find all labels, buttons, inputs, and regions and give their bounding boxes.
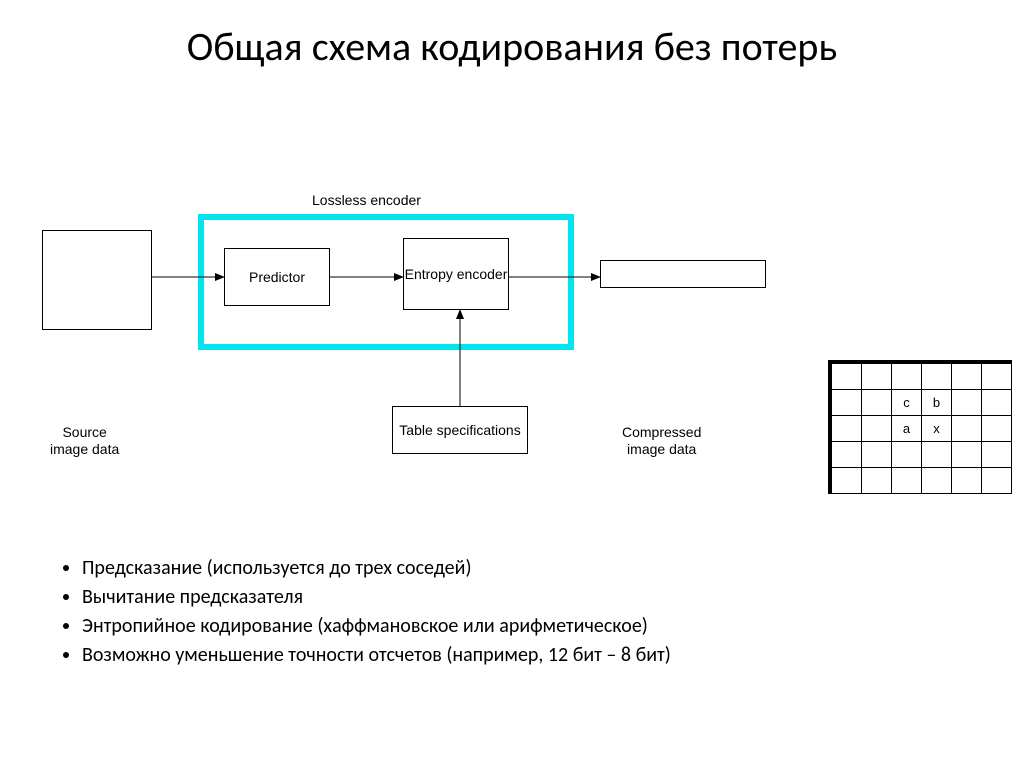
grid-cell xyxy=(922,364,952,390)
grid-cell xyxy=(982,416,1012,442)
grid-cell xyxy=(982,468,1012,494)
grid-cell xyxy=(952,364,982,390)
grid-cell xyxy=(982,442,1012,468)
grid-cell xyxy=(982,364,1012,390)
grid-cell xyxy=(832,468,862,494)
grid-cell: b xyxy=(922,390,952,416)
slide: Общая схема кодирования без потерь Lossl… xyxy=(0,0,1024,767)
grid-cell xyxy=(832,390,862,416)
grid-cell xyxy=(952,442,982,468)
bullet-item: Возможно уменьшение точности отсчетов (н… xyxy=(82,641,964,670)
grid-cell xyxy=(832,364,862,390)
bullet-item: Вычитание предсказателя xyxy=(82,583,964,612)
grid-cell xyxy=(952,416,982,442)
neighbor-grid-table: cbax xyxy=(831,363,1012,494)
grid-cell xyxy=(982,390,1012,416)
grid-cell xyxy=(952,390,982,416)
grid-cell xyxy=(892,468,922,494)
bullet-item: Предсказание (используется до трех сосед… xyxy=(82,554,964,583)
grid-cell xyxy=(862,468,892,494)
grid-cell: c xyxy=(892,390,922,416)
grid-cell xyxy=(832,442,862,468)
neighbor-grid: cbax xyxy=(828,360,1012,494)
grid-cell: a xyxy=(892,416,922,442)
grid-cell xyxy=(892,364,922,390)
grid-cell xyxy=(922,468,952,494)
grid-cell xyxy=(862,390,892,416)
grid-cell: x xyxy=(922,416,952,442)
grid-cell xyxy=(952,468,982,494)
page-title: Общая схема кодирования без потерь xyxy=(0,24,1024,70)
grid-cell xyxy=(862,442,892,468)
grid-cell xyxy=(862,364,892,390)
grid-cell xyxy=(832,416,862,442)
bullet-item: Энтропийное кодирование (хаффмановское и… xyxy=(82,612,964,641)
grid-cell xyxy=(892,442,922,468)
grid-cell xyxy=(862,416,892,442)
grid-cell xyxy=(922,442,952,468)
bullet-list: Предсказание (используется до трех сосед… xyxy=(54,554,964,670)
